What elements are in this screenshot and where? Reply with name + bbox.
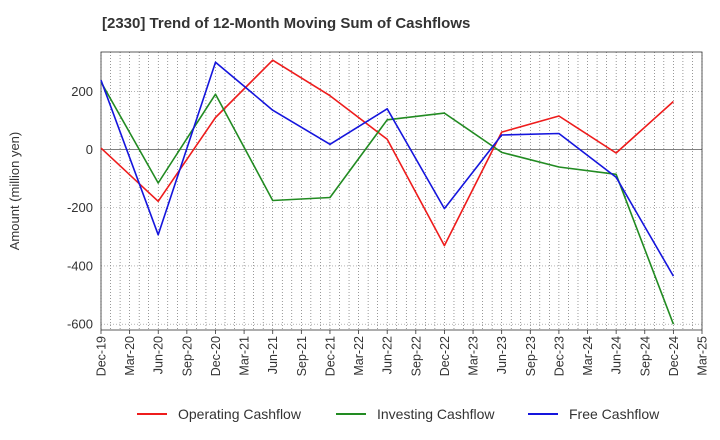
x-tick-label: Mar-20 — [123, 336, 137, 376]
y-tick-label: 0 — [86, 142, 93, 157]
grid-lines — [100, 52, 703, 330]
x-tick-label: Jun-22 — [381, 336, 395, 374]
x-tick-label: Sep-22 — [409, 336, 423, 376]
x-tick-label: Jun-23 — [495, 336, 509, 374]
plot-area — [101, 52, 702, 330]
x-tick-label: Jun-20 — [152, 336, 166, 374]
series-line-operating-cashflow — [100, 59, 674, 247]
x-tick-label: Dec-20 — [209, 336, 223, 376]
x-tick-label: Mar-21 — [238, 336, 252, 376]
x-tick-label: Sep-21 — [295, 336, 309, 376]
plot-border — [100, 51, 703, 331]
x-tick-label: Dec-22 — [438, 336, 452, 376]
x-tick-label: Jun-21 — [266, 336, 280, 374]
x-tick-label: Dec-21 — [323, 336, 337, 376]
legend-label-free-cashflow: Free Cashflow — [569, 406, 660, 422]
x-tick-label: Sep-23 — [524, 336, 538, 376]
legend-label-investing-cashflow: Investing Cashflow — [377, 406, 495, 422]
axes — [100, 51, 703, 331]
chart-title: [2330] Trend of 12-Month Moving Sum of C… — [102, 15, 471, 32]
x-tick-label: Dec-19 — [95, 336, 109, 376]
x-tick-labels: Dec-19 Mar-20 Jun-20 Sep-20 Dec-20 Mar-21 Jun-… — [95, 330, 710, 376]
y-tick-label: -600 — [67, 317, 93, 332]
x-tick-label: Mar-22 — [352, 336, 366, 376]
x-tick-label: Dec-23 — [552, 336, 566, 376]
legend-label-operating-cashflow: Operating Cashflow — [178, 406, 302, 422]
y-axis-label: Amount (million yen) — [7, 132, 22, 251]
series-lines — [100, 59, 675, 325]
legend: Operating Cashflow Investing Cashflow Free… — [137, 406, 660, 422]
x-tick-label: Mar-25 — [696, 336, 710, 376]
series-line-free-cashflow — [100, 61, 675, 277]
series-line-investing-cashflow — [100, 81, 675, 325]
x-tick-label: Dec-24 — [667, 336, 681, 376]
x-tick-label: Mar-24 — [581, 336, 595, 376]
y-tick-label: -400 — [67, 258, 93, 273]
x-tick-label: Jun-24 — [610, 336, 624, 374]
x-tick-label: Sep-24 — [638, 336, 652, 376]
x-tick-label: Sep-20 — [180, 336, 194, 376]
y-tick-label: 200 — [71, 84, 93, 99]
x-tick-label: Mar-23 — [467, 336, 481, 376]
plot-background — [101, 52, 702, 330]
y-tick-label: -200 — [67, 200, 93, 215]
y-tick-labels: 200 0 -200 -400 -600 — [67, 84, 93, 332]
